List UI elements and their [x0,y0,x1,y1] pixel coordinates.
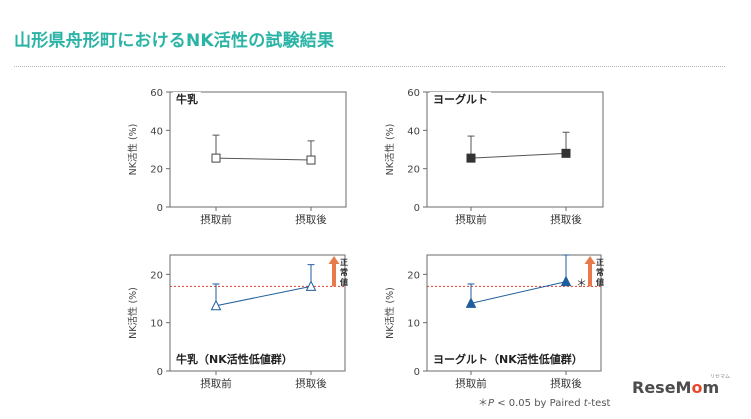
panel-label: 牛乳 [176,92,198,106]
panel-label: 牛乳（NK活性低値群） [176,352,293,366]
data-point-marker [561,148,571,158]
logo-text-o: o [691,378,703,397]
y-tick-label: 10 [407,319,420,330]
y-tick-label: 20 [150,165,163,176]
chart-panel-2: 0 20 40 60 NK活性 (%) 摂取前 摂取後 ヨーグルト [384,88,604,226]
series-line [215,285,312,307]
data-point-marker [306,155,316,165]
y-axis-title: NK活性 (%) [384,287,396,339]
data-point-marker [210,299,222,311]
significance-footnote: ＊P < 0.05 by Paired t-test [478,394,610,409]
normal-value-arrow-shaft [332,263,336,287]
y-tick-label: 60 [407,88,420,99]
series-line [215,157,312,161]
normal-value-arrow-head [584,256,596,264]
footnote-p: P [488,398,495,409]
normal-value-label-char: 値 [595,277,604,287]
logo-kana: リセマム [710,374,731,380]
y-tick-label: 60 [150,88,163,99]
y-tick-label: 0 [157,203,163,214]
data-point-marker [465,297,477,308]
title-divider [14,66,725,67]
panel-label-bg [430,92,491,107]
footnote-t: t [583,398,588,409]
y-axis-title: NK活性 (%) [127,124,139,176]
chart-panel-1: 0 20 40 60 NK活性 (%) 摂取前 摂取後 牛乳 [127,88,347,226]
logo-text-pre: ReseM [632,378,692,397]
x-tick-label: 摂取後 [550,213,582,226]
data-point-marker [305,280,317,291]
page-title: 山形県舟形町におけるNK活性の試験結果 [14,31,335,51]
y-tick-label: 0 [414,203,420,214]
panel-label-bg [173,92,201,107]
panel-label: ヨーグルト [433,92,488,106]
significance-mark: ＊ [576,277,587,290]
panel-label: ヨーグルト（NK活性低値群） [433,352,583,366]
y-tick-label: 10 [150,319,163,330]
y-tick-label: 20 [407,165,420,176]
data-point-marker [466,153,476,163]
x-tick-label: 摂取前 [455,377,487,390]
plot-frame [426,91,604,208]
y-tick-label: 20 [150,270,163,281]
x-tick-label: 摂取前 [455,213,487,226]
x-tick-label: 摂取後 [295,377,327,390]
footnote-star: ＊ [478,398,488,409]
panel-label-bg [173,352,300,367]
normal-value-label-char: 常 [340,267,348,277]
data-point-marker [560,275,572,287]
series-line [470,152,567,159]
resemom-logo: ReseMom リセマム [632,374,730,397]
x-tick-label: 摂取前 [200,377,232,390]
y-tick-label: 20 [407,270,420,281]
x-tick-label: 摂取前 [200,213,232,226]
footnote-suffix: -test [587,398,611,409]
y-axis-title: NK活性 (%) [127,287,139,339]
x-tick-label: 摂取後 [550,377,582,390]
normal-value-label-char: 値 [339,277,348,287]
panel-label-bg [430,352,590,367]
normal-value-label-char: 常 [596,267,604,277]
plot-frame [426,254,602,372]
plot-frame [169,91,347,208]
footnote-condition: < 0.05 by Paired [494,398,584,409]
data-point-marker [211,153,221,163]
y-tick-label: 0 [157,367,163,378]
normal-value-arrow-head [328,256,340,264]
x-tick-label: 摂取後 [295,213,327,226]
normal-value-label-char: 正 [596,258,604,267]
y-tick-label: 40 [150,126,163,137]
normal-value-arrow-shaft [588,263,592,287]
chart-panel-4: 0 10 20 NK活性 (%) 摂取前 摂取後 正常値 ＊ ヨーグルト（NK活性低値群） [384,254,604,390]
y-axis-title: NK活性 (%) [384,124,396,176]
normal-value-label-char: 正 [340,258,348,267]
plot-frame [169,254,346,372]
y-tick-label: 0 [414,367,420,378]
logo-text-post: m [702,378,720,397]
y-tick-label: 40 [407,126,420,137]
series-line [470,281,567,304]
